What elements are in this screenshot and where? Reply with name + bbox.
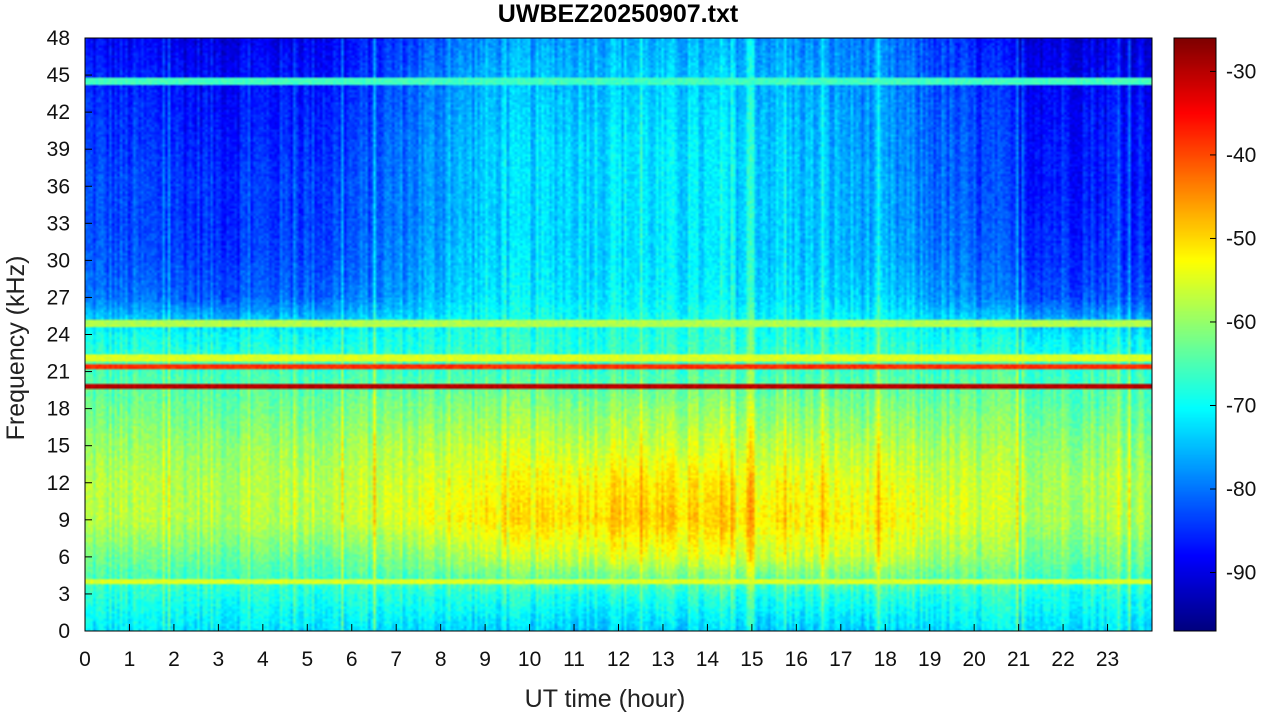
y-tick-label: 12 [47, 472, 70, 495]
colorbar-tick-label: -60 [1226, 311, 1256, 334]
x-tick-label: 22 [1051, 648, 1074, 671]
x-tick-label: 3 [213, 648, 225, 671]
colorbar-tick-label: -90 [1226, 562, 1256, 585]
y-tick-label: 33 [47, 212, 70, 235]
y-tick-label: 39 [47, 138, 70, 161]
y-tick-label: 42 [47, 101, 70, 124]
x-tick-label: 0 [79, 648, 91, 671]
y-tick-label: 21 [47, 361, 70, 384]
y-tick-label: 45 [47, 64, 70, 87]
colorbar-gradient [1174, 38, 1216, 631]
y-tick-label: 6 [58, 546, 70, 569]
x-tick-label: 14 [696, 648, 720, 671]
colorbar-tick-label: -80 [1226, 478, 1256, 501]
y-tick-label: 3 [58, 583, 70, 606]
heatmap-image [85, 38, 1152, 631]
x-tick-label: 18 [874, 648, 897, 671]
y-tick-label: 18 [47, 398, 70, 421]
chart-title: UWBEZ20250907.txt [498, 0, 739, 28]
y-tick-label: 36 [47, 175, 70, 198]
y-axis-label: Frequency (kHz) [2, 256, 30, 441]
x-tick-label: 5 [301, 648, 313, 671]
y-tick-label: 27 [47, 286, 70, 309]
x-axis: 0 1 2 3 4 5 6 7 8 9 10 11 12 13 14 15 16 17 18 19 20 21 22 23 [79, 624, 1119, 671]
x-axis-label: UT time (hour) [525, 685, 686, 713]
y-tick-label: 0 [58, 620, 70, 643]
x-tick-label: 12 [607, 648, 630, 671]
x-tick-label: 21 [1007, 648, 1030, 671]
x-tick-label: 13 [651, 648, 674, 671]
x-tick-label: 15 [740, 648, 763, 671]
y-tick-label: 30 [47, 249, 70, 272]
y-tick-label: 24 [47, 324, 71, 347]
x-tick-label: 10 [518, 648, 541, 671]
x-tick-label: 17 [829, 648, 852, 671]
x-tick-label: 9 [479, 648, 491, 671]
x-tick-label: 11 [563, 648, 585, 671]
x-tick-label: 6 [346, 648, 358, 671]
x-tick-label: 7 [390, 648, 402, 671]
colorbar-tick-label: -70 [1226, 394, 1256, 417]
x-tick-label: 20 [962, 648, 985, 671]
colorbar-ticks: -90 -80 -70 -60 -50 -40 -30 [1210, 60, 1256, 585]
colorbar-tick-label: -50 [1226, 227, 1256, 250]
x-tick-label: 8 [435, 648, 447, 671]
colorbar-tick-label: -40 [1226, 144, 1256, 167]
x-tick-label: 19 [918, 648, 941, 671]
y-tick-label: 48 [47, 27, 70, 50]
heatmap-plot-area [84, 37, 1153, 632]
x-tick-label: 16 [785, 648, 808, 671]
x-tick-label: 1 [124, 648, 136, 671]
x-tick-label: 23 [1096, 648, 1119, 671]
x-tick-label: 2 [168, 648, 180, 671]
x-tick-label: 4 [257, 648, 269, 671]
colorbar: -90 -80 -70 -60 -50 -40 -30 [1173, 37, 1256, 632]
colorbar-frame [1173, 37, 1217, 632]
colorbar-tick-label: -30 [1226, 60, 1256, 83]
y-tick-label: 9 [58, 509, 70, 532]
y-tick-label: 15 [47, 435, 70, 458]
